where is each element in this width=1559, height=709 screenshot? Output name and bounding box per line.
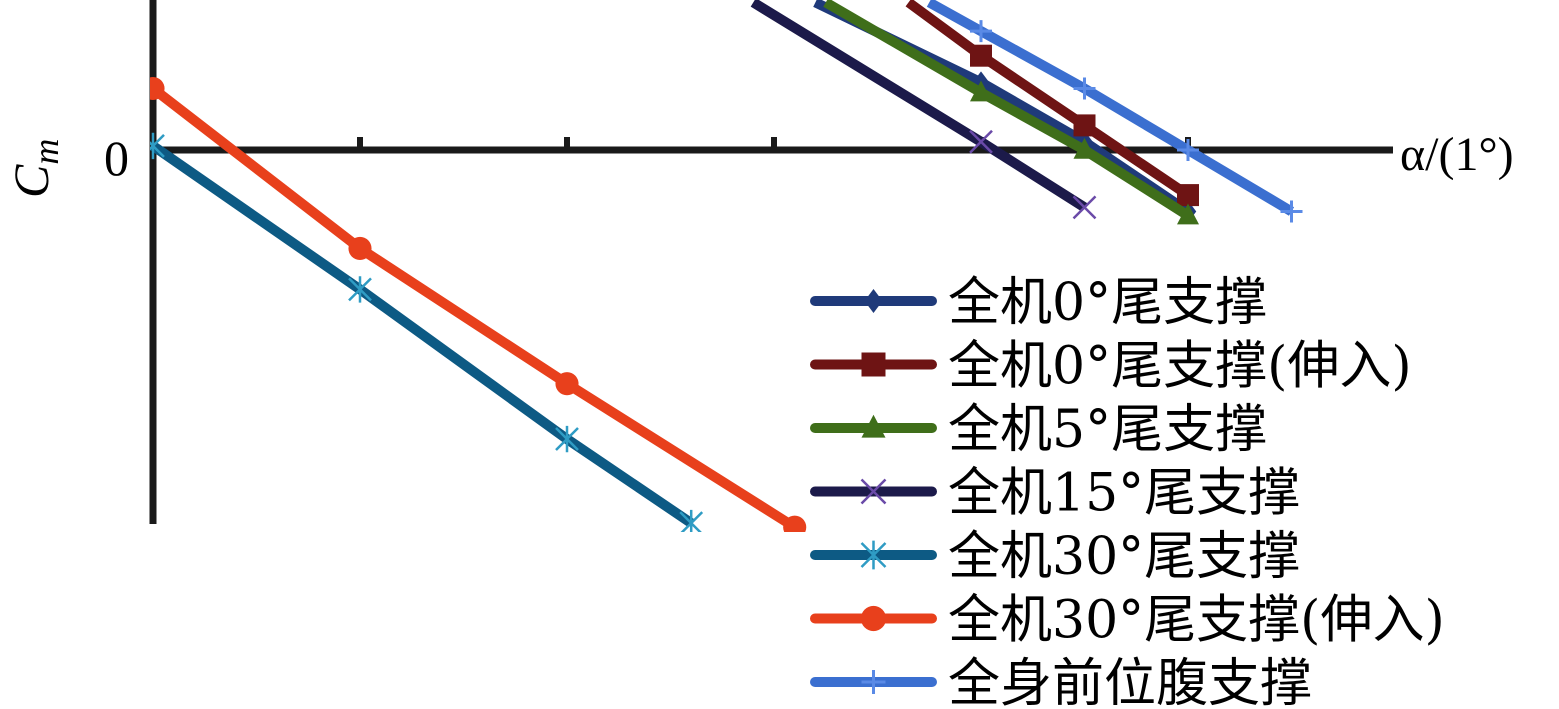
y-axis-label-sub: m: [26, 139, 66, 165]
series-2-point-2: [1073, 137, 1096, 159]
legend-item-1: 全机0°尾支撑(伸入): [810, 337, 1412, 397]
legend-label-0: 全机0°尾支撑: [948, 273, 1267, 333]
series-1-point-1: [970, 44, 992, 67]
legend-label-3: 全机15°尾支撑: [948, 464, 1300, 524]
series-6-point-4: [1280, 200, 1303, 223]
series-4-point-3: [679, 509, 704, 532]
y-axis-label-main: C: [3, 164, 59, 198]
legend-marker-3: [860, 478, 887, 505]
series-line-3: [750, 0, 1088, 212]
series-5-point-3: [783, 515, 807, 532]
series-line-6: [926, 0, 1295, 216]
series-2-point-1: [970, 80, 992, 102]
series-line-5: [150, 84, 798, 532]
series-3: [750, 0, 1097, 220]
legend-label-1: 全机0°尾支撑(伸入): [948, 337, 1412, 397]
legend-item-4: 全机30°尾支撑: [810, 527, 1300, 587]
legend-label-2: 全机5°尾支撑: [948, 400, 1267, 460]
series-2: [823, 0, 1199, 225]
series-1-point-3: [1177, 184, 1199, 207]
legend-label-4: 全机30°尾支撑: [948, 527, 1300, 587]
series-layer: [150, 0, 1303, 532]
legend-label-6: 全身前位腹支撑: [948, 654, 1312, 709]
legend-label-5: 全机30°尾支撑(伸入): [948, 591, 1445, 651]
series-4: [150, 132, 704, 532]
series-line-4: [150, 141, 695, 528]
series-5: [150, 76, 807, 532]
series-6-point-1: [970, 20, 992, 43]
series-5-point-1: [348, 236, 372, 260]
series-2-point-3: [1177, 203, 1199, 225]
series-1: [905, 0, 1199, 207]
legend-marker-6: [861, 670, 886, 694]
series-6-point-3: [1177, 139, 1199, 161]
series-3-point-1: [969, 129, 993, 154]
legend-item-6: 全身前位腹支撑: [810, 654, 1312, 709]
legend-marker-4: [860, 540, 887, 570]
legend: 全机0°尾支撑全机0°尾支撑(伸入)全机5°尾支撑全机15°尾支撑全机30°尾支…: [810, 273, 1445, 709]
x-axis-label: α/(1°): [1400, 128, 1514, 181]
legend-item-3: 全机15°尾支撑: [810, 464, 1300, 524]
series-1-point-2: [1073, 114, 1096, 137]
legend-marker-0: [864, 289, 883, 313]
legend-marker-2: [861, 414, 886, 438]
legend-item-2: 全机5°尾支撑: [810, 400, 1267, 460]
series-4-point-2: [555, 425, 579, 453]
series-line-1: [905, 0, 1191, 200]
series-4-point-1: [348, 276, 372, 303]
series-6-point-2: [1073, 77, 1096, 100]
legend-item-5: 全机30°尾支撑(伸入): [810, 591, 1445, 651]
series-4-point-0: [150, 132, 165, 160]
origin-label: 0: [104, 130, 129, 186]
legend-item-0: 全机0°尾支撑: [810, 273, 1267, 333]
y-axis-label: Cm: [3, 139, 66, 198]
legend-marker-5: [860, 605, 887, 632]
series-6: [926, 0, 1303, 223]
series-3-point-2: [1072, 195, 1097, 220]
legend-marker-1: [861, 352, 886, 377]
series-5-point-2: [555, 372, 579, 396]
series-line-2: [823, 0, 1191, 220]
svg-text:Cm: Cm: [3, 139, 66, 198]
series-5-point-0: [150, 76, 165, 101]
